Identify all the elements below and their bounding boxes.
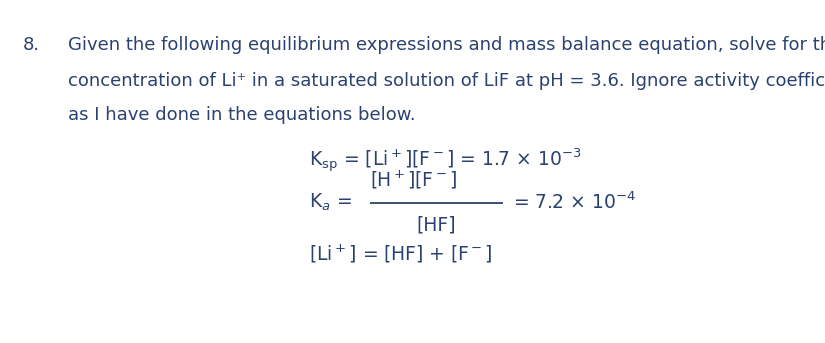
Text: K$_a$ =: K$_a$ = bbox=[309, 192, 352, 213]
Text: = 7.2 $\times$ 10$^{-4}$: = 7.2 $\times$ 10$^{-4}$ bbox=[513, 192, 636, 213]
Text: as I have done in the equations below.: as I have done in the equations below. bbox=[68, 106, 415, 124]
Text: [Li$^+$] = [HF] + [F$^-$]: [Li$^+$] = [HF] + [F$^-$] bbox=[309, 243, 493, 265]
Text: K$_{\sf sp}$ = [Li$^+$][F$^-$] = 1.7 $\times$ 10$^{-3}$: K$_{\sf sp}$ = [Li$^+$][F$^-$] = 1.7 $\t… bbox=[309, 147, 582, 175]
Text: Given the following equilibrium expressions and mass balance equation, solve for: Given the following equilibrium expressi… bbox=[68, 36, 825, 54]
Text: concentration of Li⁺ in a saturated solution of LiF at pH = 3.6. Ignore activity: concentration of Li⁺ in a saturated solu… bbox=[68, 72, 825, 90]
Text: [H$^+$][F$^-$]: [H$^+$][F$^-$] bbox=[370, 169, 457, 191]
Text: [HF]: [HF] bbox=[417, 215, 456, 234]
Text: 8.: 8. bbox=[23, 36, 40, 54]
